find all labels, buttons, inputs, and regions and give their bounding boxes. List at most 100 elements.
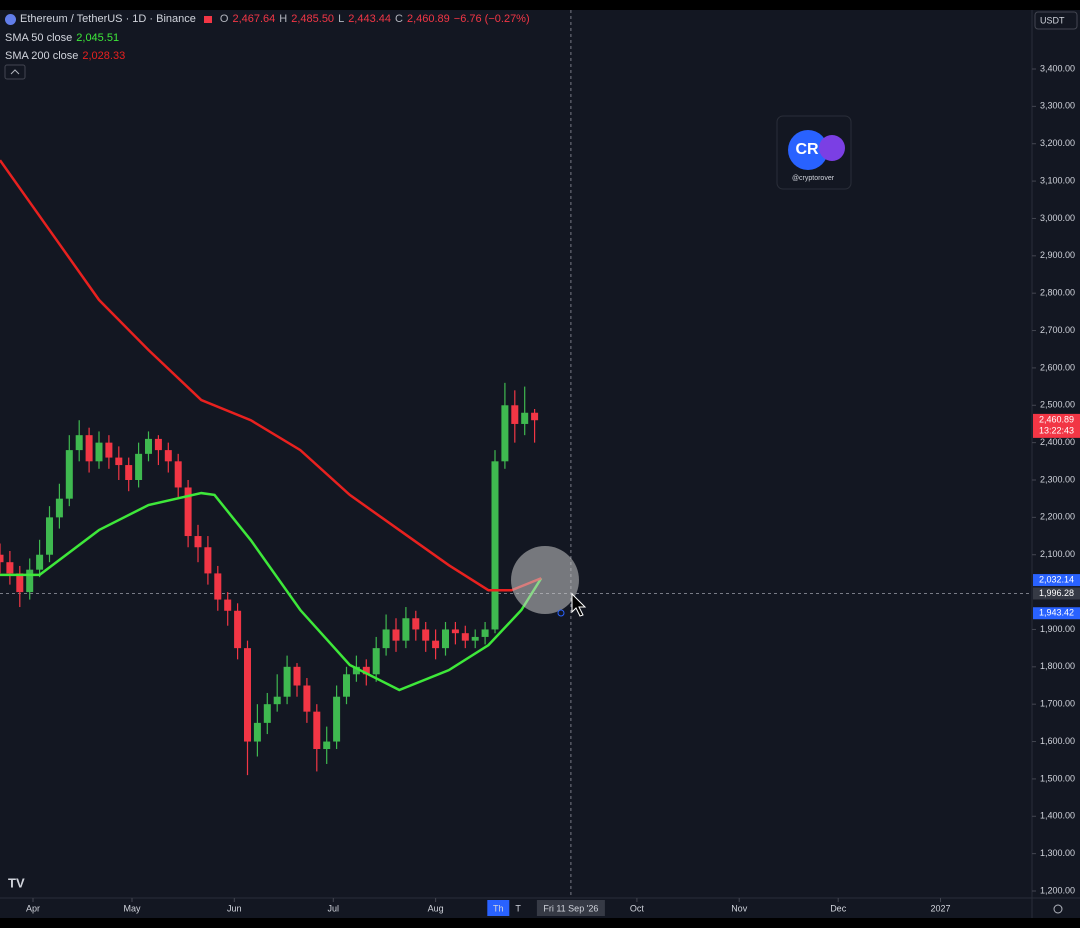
watermark-handle: @cryptorover — [792, 175, 835, 182]
ohlc-legend: O 2,467.64 H 2,485.50 L 2,443.44 C 2,460.89 — [220, 13, 450, 25]
indicator-value: 2,045.51 — [76, 32, 120, 44]
indicator-row[interactable]: SMA 200 close 2,028.33 — [5, 50, 125, 62]
candle-body — [125, 465, 133, 480]
y-tick-label: 2,600.00 — [1040, 362, 1075, 372]
crosshair-date-badge — [536, 900, 605, 916]
ohlc-label: C — [395, 13, 403, 25]
ohlc-value: 2,460.89 — [406, 13, 450, 25]
candle-body — [323, 741, 331, 750]
sma-line — [0, 491, 543, 692]
candle-body — [343, 674, 350, 697]
candle-body — [481, 629, 489, 637]
indicator-name: SMA 200 close — [5, 50, 79, 62]
candle-body — [75, 435, 83, 451]
price-badge — [1033, 574, 1080, 587]
y-tick-label: 1,200.00 — [1040, 885, 1075, 895]
candle-body — [154, 438, 162, 451]
watermark-logo-text: CR — [795, 141, 819, 158]
x-tick-label: Oct — [630, 903, 645, 913]
touch-indicator — [511, 546, 579, 614]
candle-body — [422, 629, 430, 641]
symbol-header: Ethereum / TetherUS · 1D · Binance O 2,46… — [5, 13, 530, 25]
y-tick-label: 1,700.00 — [1040, 699, 1075, 709]
price-badge — [1033, 413, 1080, 438]
x-tick-label: Dec — [830, 903, 847, 913]
candle-body — [16, 573, 24, 593]
price-badge-label: 1,996.28 — [1039, 588, 1074, 598]
background — [0, 10, 1080, 918]
ohlc-label: O — [219, 13, 229, 25]
y-tick-label: 2,300.00 — [1040, 474, 1075, 484]
candle-body — [204, 547, 212, 574]
y-tick-label: 1,600.00 — [1040, 736, 1075, 746]
candle-body — [491, 461, 499, 630]
x-tick-label: 2027 — [930, 903, 950, 913]
candle-body — [432, 640, 440, 649]
x-tick-label: Jul — [328, 903, 340, 913]
candle-body — [46, 517, 53, 555]
collapse-button[interactable] — [4, 64, 26, 80]
candle-body — [214, 573, 222, 600]
candle-body — [135, 453, 143, 480]
candle-body — [283, 666, 291, 697]
y-tick-label: 2,100.00 — [1040, 549, 1075, 559]
y-tick-label: 3,200.00 — [1040, 138, 1075, 148]
ohlc-label: H — [279, 13, 288, 25]
candle-body — [145, 438, 152, 454]
x-highlight — [487, 900, 510, 916]
candle-body — [253, 722, 261, 742]
tradingview-logo: TV — [8, 875, 25, 890]
candle-body — [164, 450, 172, 462]
y-tick-label: 1,800.00 — [1040, 661, 1075, 671]
candle-body — [451, 629, 459, 634]
price-change: −6.76 (−0.27%) — [453, 13, 530, 25]
ohlc-value: 2,485.50 — [291, 13, 335, 25]
candle-body — [402, 618, 410, 641]
candle-body — [55, 498, 63, 518]
candle-body — [313, 711, 321, 750]
x-tick-label: Apr — [26, 903, 40, 913]
price-badge — [1033, 607, 1080, 620]
sma-line — [0, 159, 542, 592]
y-tick-label: 2,400.00 — [1040, 437, 1075, 447]
indicator-value: 2,028.33 — [82, 50, 126, 62]
crosshair-date: Fri 11 Sep '26 — [543, 903, 598, 913]
watermark-logo — [788, 130, 828, 170]
candle-body — [184, 487, 192, 537]
candle-body — [521, 412, 529, 424]
candle-body — [303, 685, 311, 712]
plot-area — [0, 10, 1032, 898]
watermark-logo — [819, 135, 845, 161]
price-badge-label: 1,943.42 — [1039, 608, 1074, 618]
candle-body — [0, 554, 4, 563]
currency-button[interactable] — [1034, 11, 1078, 30]
candle-body — [501, 405, 509, 462]
y-tick-label: 1,500.00 — [1040, 773, 1075, 783]
collapse-icon[interactable] — [10, 69, 20, 75]
symbol-title: Ethereum / TetherUS · 1D · Binance — [20, 13, 196, 25]
symbol-icon — [5, 13, 16, 25]
candle-body — [372, 648, 380, 675]
y-tick-label: 3,100.00 — [1040, 175, 1075, 185]
candle-body — [263, 704, 271, 723]
countdown: 13:22:43 — [1039, 425, 1074, 435]
x-tick-label: May — [123, 903, 141, 913]
x-tick-label: Jun — [227, 903, 242, 913]
price-badge-label: 2,460.89 — [1039, 414, 1074, 424]
candle-body — [224, 599, 232, 611]
candle-body — [273, 696, 281, 705]
y-tick-label: 2,800.00 — [1040, 288, 1075, 298]
price-badge-label: 2,032.14 — [1039, 574, 1074, 584]
indicator-name: SMA 50 close — [5, 32, 73, 44]
y-tick-label: 3,300.00 — [1040, 101, 1075, 111]
settings-icon[interactable] — [1053, 904, 1063, 914]
y-tick-label: 2,700.00 — [1040, 325, 1075, 335]
candle-body — [333, 696, 341, 742]
candle-body — [352, 666, 360, 675]
currency-label[interactable]: USDT — [1040, 15, 1065, 25]
y-tick-label: 3,400.00 — [1040, 63, 1075, 73]
x-axis-label: Th — [493, 903, 504, 913]
indicator-row[interactable]: SMA 50 close 2,045.51 — [5, 32, 119, 44]
candle-body — [293, 666, 301, 686]
